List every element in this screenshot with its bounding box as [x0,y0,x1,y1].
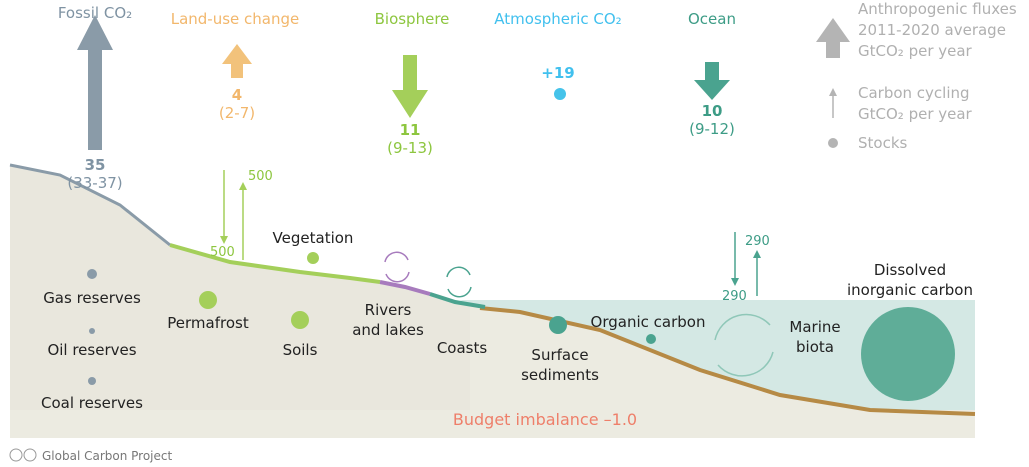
stock-label: Permafrost [167,314,249,332]
flux-value: 10 [702,102,723,120]
flux-range: (9-13) [387,139,433,157]
flux-range: (33-37) [67,174,122,192]
stock [861,307,955,401]
fossil-edge [9,163,171,247]
cc-icon [9,448,23,462]
stock [646,334,656,344]
flux-value: +19 [541,64,574,82]
stock-label: Coal reserves [41,394,143,412]
ocean-cycle [714,313,774,377]
stock-label: Marine [789,318,840,336]
flux-label: Ocean [688,10,736,28]
cycle-value: 500 [210,245,235,260]
stock [199,291,217,309]
stock-label: Soils [283,341,318,359]
cycle-head [239,182,247,190]
legend-dot [828,138,838,148]
flux-label: Land-use change [171,10,300,28]
biosphere-arrow [392,55,428,118]
stock-label: Dissolved [874,261,946,279]
stock-label: Coasts [437,339,488,357]
stock [88,377,96,385]
stock-label: Organic carbon [591,313,706,331]
stock-label: and lakes [352,321,424,339]
flux-value: 35 [85,156,106,174]
flux-value: 4 [232,86,242,104]
cycle-value: 290 [745,234,770,249]
stock [87,269,97,279]
stock-label: Oil reserves [47,341,136,359]
stock [291,311,309,329]
flux-label: Atmospheric CO₂ [494,10,621,28]
rivers-edge [379,280,431,296]
flux-value: 11 [400,121,421,139]
cycle-value: 500 [248,169,273,184]
stock [89,328,95,334]
budget-imbalance: Budget imbalance –1.0 [453,410,637,429]
seafloor-edge [479,306,976,416]
ocean [460,300,975,412]
fossil-arrow [77,15,113,150]
stock-label: Gas reserves [43,289,141,307]
coast-cycle [446,266,472,298]
legend-text: GtCO₂ per year [858,105,973,123]
cycle-head [753,250,761,258]
legend-text: GtCO₂ per year [858,42,973,60]
legend-thin-head [829,88,837,96]
stock-label: Rivers [365,301,412,319]
coast-edge [429,292,486,309]
flux-range: (9-12) [689,120,735,138]
land-base [10,410,975,438]
legend-text: 2011-2020 average [858,21,1006,39]
land [10,165,470,415]
cycle-value: 290 [722,289,747,304]
stock-label: inorganic carbon [847,281,973,299]
stock [549,316,567,334]
flux-range: (2-7) [219,104,255,122]
footer: Global Carbon Project [42,449,172,463]
stock-label: biota [796,338,834,356]
by-icon [23,448,37,462]
legend-text: Stocks [858,134,908,152]
stock-label: Vegetation [273,229,354,247]
vegetation-edge [169,243,381,284]
flux-label: Fossil CO₂ [58,4,132,22]
cycle-head [731,278,739,286]
legend-text: Anthropogenic fluxes [858,0,1017,18]
legend-arrow [816,18,850,58]
legend-text: Carbon cycling [858,84,970,102]
atmospheric-stock [554,88,566,100]
stock [307,252,319,264]
land-use-arrow [222,44,252,78]
seafloor [470,305,975,438]
flux-label: Biosphere [375,10,450,28]
stock-label: sediments [521,366,599,384]
stock-label: Surface [531,346,588,364]
cycle-head [220,236,228,244]
ocean-arrow [694,62,730,100]
rivers-cycle [384,251,410,283]
